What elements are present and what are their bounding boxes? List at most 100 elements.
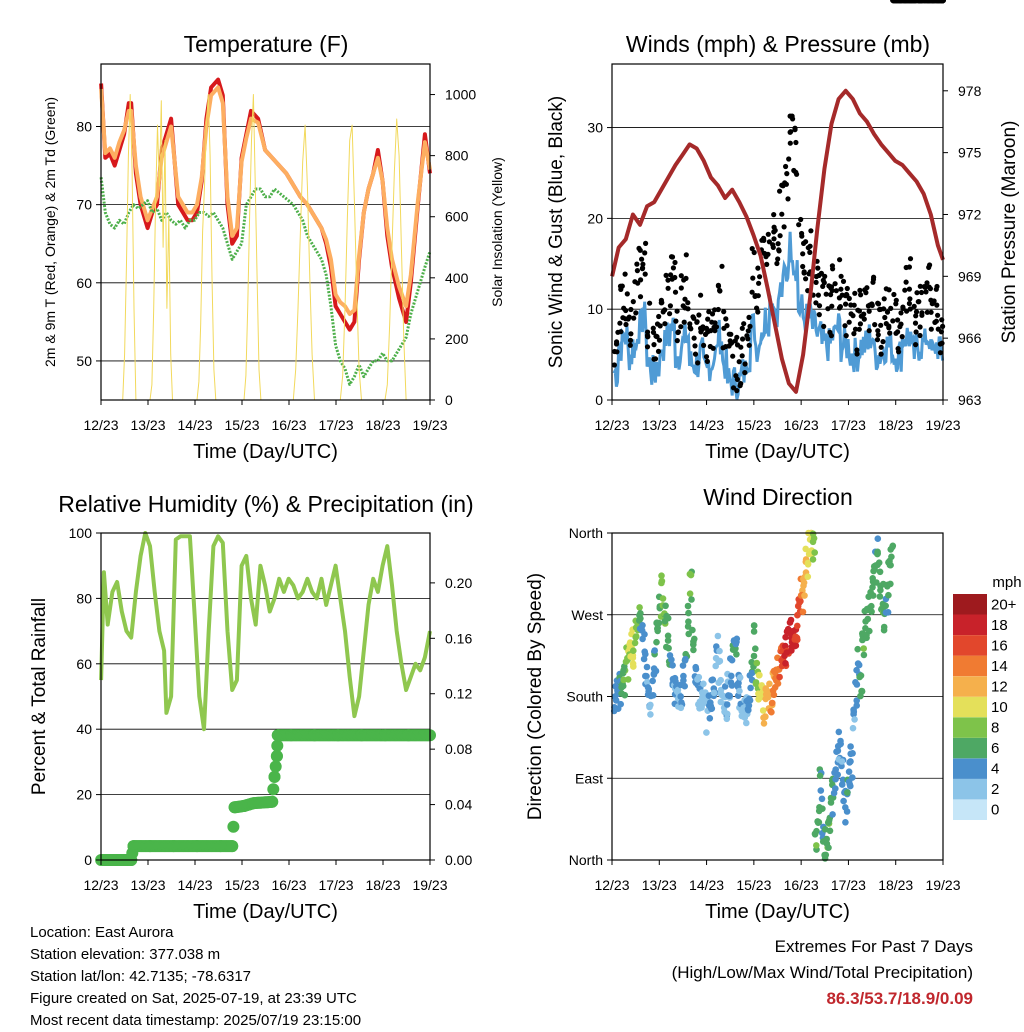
direction-point	[644, 678, 651, 686]
direction-point	[708, 705, 715, 713]
colorbar-label: 12	[991, 679, 1008, 696]
direction-point	[826, 827, 834, 835]
direction-point	[852, 679, 859, 686]
gust-point	[638, 277, 644, 283]
gust-point	[917, 332, 923, 339]
direction-point	[750, 622, 758, 629]
panel-1: Temperature (F)5060708002004006008001000…	[42, 31, 505, 463]
plot-frame	[100, 532, 431, 861]
gust-point	[833, 288, 839, 294]
gust-point	[837, 304, 844, 310]
gust-point	[800, 251, 806, 257]
y-tick-label: East	[575, 770, 603, 786]
gust-point	[838, 273, 844, 279]
direction-point	[706, 715, 714, 722]
gust-point	[784, 171, 790, 177]
gust-point	[633, 310, 639, 316]
direction-point	[804, 573, 812, 580]
direction-point	[630, 663, 637, 670]
gust-point	[750, 275, 756, 281]
direction-point	[719, 692, 727, 700]
direction-point	[630, 647, 637, 654]
direction-point	[845, 768, 853, 775]
colorbar-label: 18	[991, 617, 1008, 634]
x-tick-label: 15/23	[224, 877, 259, 893]
direction-point	[685, 609, 692, 617]
gust-point	[843, 333, 849, 339]
gust-point	[906, 300, 913, 307]
direction-point	[813, 827, 820, 835]
gust-point	[805, 245, 811, 251]
direction-point	[822, 851, 830, 859]
gust-point	[821, 280, 827, 286]
colorbar-label: 6	[991, 740, 999, 757]
gust-point	[715, 282, 722, 288]
gust-point	[713, 324, 720, 330]
gust-point	[882, 314, 888, 321]
y-tick-label: 80	[76, 590, 92, 606]
direction-point	[939, 0, 946, 4]
y-tick-label: 30	[587, 120, 603, 136]
gust-point	[796, 222, 802, 228]
gust-point	[934, 302, 940, 308]
direction-point	[876, 568, 884, 576]
gust-point	[857, 321, 864, 327]
gust-point	[825, 306, 831, 312]
gust-point	[685, 300, 691, 306]
gust-point	[732, 338, 738, 344]
y-right-tick-label: 975	[958, 145, 982, 161]
gust-point	[756, 280, 762, 286]
gust-point	[736, 359, 742, 365]
gust-point	[763, 254, 769, 260]
gust-point	[744, 333, 750, 339]
gust-point	[816, 312, 822, 318]
gust-point	[852, 326, 859, 332]
precip-point	[267, 783, 280, 796]
gust-point	[918, 289, 925, 296]
gust-point	[643, 240, 649, 246]
direction-point	[679, 662, 687, 669]
gust-point	[719, 263, 725, 269]
gust-point	[893, 330, 899, 336]
gust-point	[821, 323, 827, 329]
x-axis-title: Time (Day/UTC)	[193, 901, 338, 923]
direction-point	[885, 591, 892, 599]
gust-point	[742, 361, 748, 367]
gust-point	[869, 302, 875, 308]
gust-point	[913, 313, 919, 319]
wind-series	[612, 231, 945, 400]
gust-point	[913, 329, 919, 335]
direction-point	[887, 561, 894, 569]
direction-point	[764, 692, 772, 699]
gust-point	[899, 334, 905, 340]
direction-point	[794, 622, 801, 630]
direction-point	[631, 639, 639, 647]
gust-point	[803, 276, 809, 282]
gust-point	[792, 125, 798, 131]
gust-point	[723, 316, 729, 322]
direction-point	[762, 713, 769, 720]
direction-point	[817, 787, 825, 794]
gust-point	[765, 231, 771, 237]
colorbar-swatch	[953, 799, 987, 820]
gust-point	[644, 344, 651, 350]
gust-point	[737, 383, 743, 389]
direction-point	[811, 549, 818, 556]
y-right-tick-label: 0.20	[445, 575, 472, 591]
direction-point	[685, 618, 692, 625]
direction-point	[617, 700, 624, 708]
direction-point	[876, 593, 884, 600]
gust-point	[650, 329, 657, 335]
y-tick-label: 100	[69, 525, 93, 541]
x-axis-title: Time (Day/UTC)	[193, 441, 338, 463]
x-tick-label: 19/23	[412, 417, 447, 433]
y-right-tick-label: 1000	[445, 87, 476, 103]
gust-point	[751, 249, 757, 256]
gust-point	[683, 275, 689, 281]
gust-point	[896, 349, 902, 355]
gust-point	[625, 316, 631, 322]
direction-point	[692, 665, 700, 673]
x-tick-label: 12/23	[83, 877, 118, 893]
direction-point	[639, 622, 646, 629]
